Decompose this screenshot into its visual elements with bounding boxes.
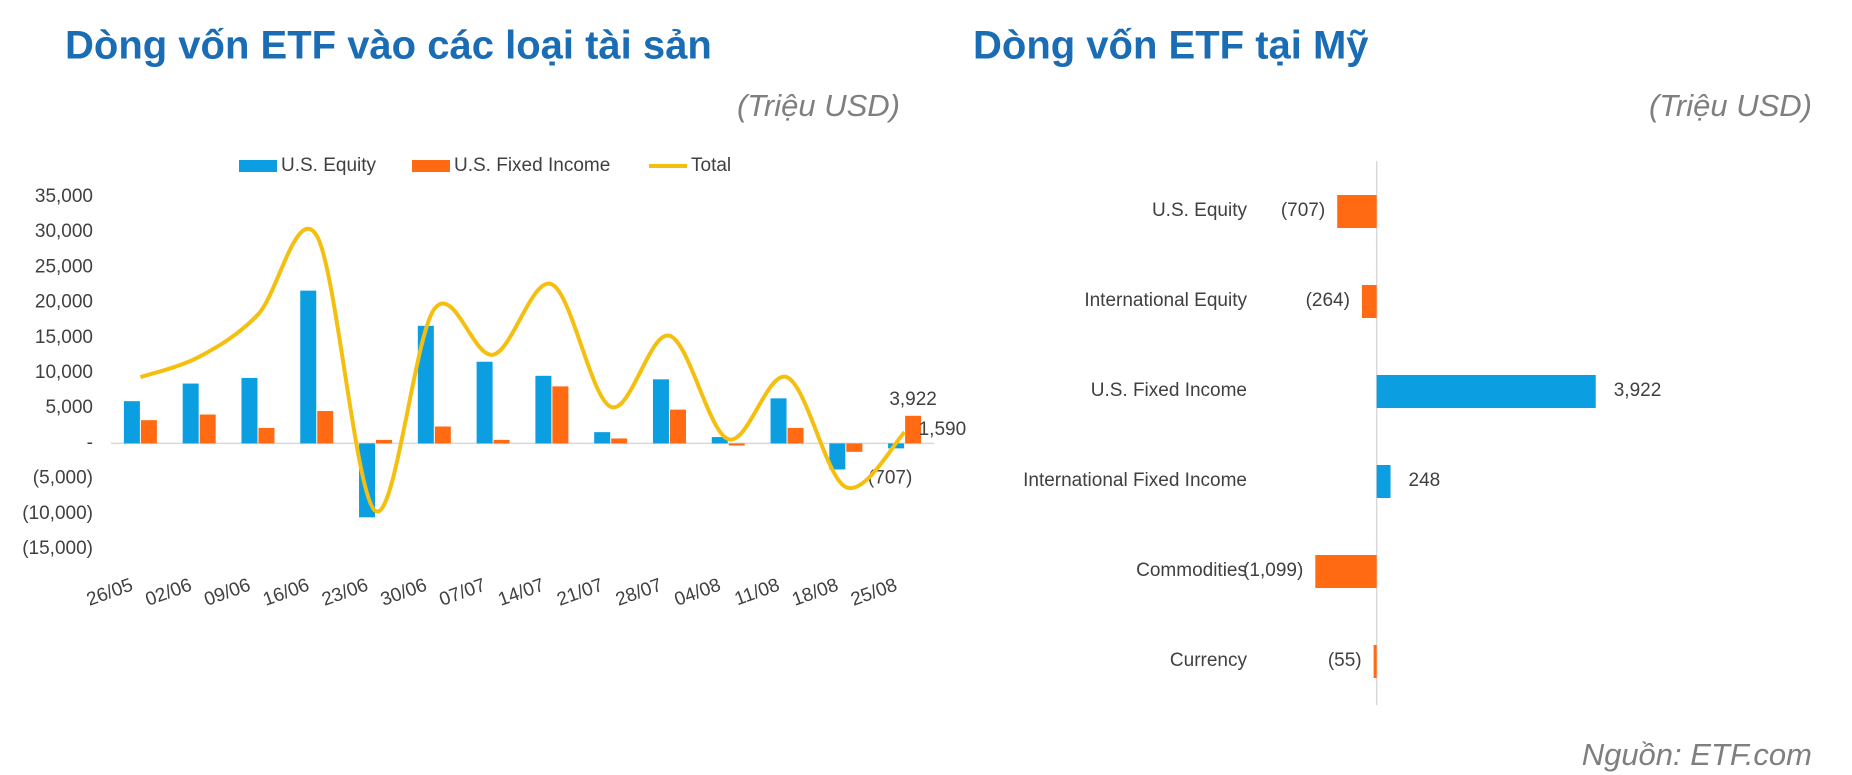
right-title: Dòng vốn ETF tại Mỹ xyxy=(973,24,1369,68)
bar xyxy=(376,439,393,444)
legend-label: U.S. Equity xyxy=(281,155,377,176)
bar xyxy=(1315,555,1377,588)
bar xyxy=(258,427,275,444)
y-tick-label: 5,000 xyxy=(45,397,93,418)
x-tick-label: 02/06 xyxy=(143,575,195,611)
bar xyxy=(476,361,493,444)
source: Nguồn: ETF.com xyxy=(1582,737,1812,772)
bar xyxy=(417,325,434,444)
bar xyxy=(787,427,804,444)
bar xyxy=(493,439,510,444)
x-tick-label: 18/08 xyxy=(789,575,841,611)
x-tick-label: 14/07 xyxy=(495,575,547,611)
bar xyxy=(1361,285,1377,318)
category-label: U.S. Equity xyxy=(1152,200,1248,221)
x-tick-label: 21/07 xyxy=(554,575,606,611)
category-label: International Fixed Income xyxy=(1023,470,1247,491)
category-label: Currency xyxy=(1170,650,1248,671)
bar xyxy=(182,383,199,444)
x-tick-label: 30/06 xyxy=(378,575,430,611)
category-label: Commodities xyxy=(1136,560,1247,581)
x-tick-label: 26/05 xyxy=(84,575,136,611)
right-unit: (Triệu USD) xyxy=(1649,88,1812,123)
category-label: U.S. Fixed Income xyxy=(1091,380,1247,401)
bar xyxy=(652,379,669,444)
bar xyxy=(552,386,569,444)
value-label: 1,590 xyxy=(919,419,967,440)
bar xyxy=(359,443,376,518)
bar xyxy=(829,443,846,470)
bar xyxy=(199,414,216,444)
y-tick-label: 25,000 xyxy=(35,256,93,277)
bar xyxy=(1376,465,1391,498)
bar xyxy=(434,426,451,444)
legend-swatch xyxy=(239,160,277,172)
bar xyxy=(728,443,745,446)
left-title: Dòng vốn ETF vào các loại tài sản xyxy=(65,24,712,68)
x-tick-label: 16/06 xyxy=(260,575,312,611)
value-label: 248 xyxy=(1409,470,1441,491)
line xyxy=(139,226,907,514)
bar xyxy=(669,409,686,444)
bar xyxy=(1376,375,1596,408)
bar xyxy=(1373,645,1377,678)
bar xyxy=(123,401,140,444)
value-label: (707) xyxy=(1281,200,1325,221)
y-tick-label: (5,000) xyxy=(33,468,93,489)
y-tick-label: - xyxy=(87,432,93,453)
bar xyxy=(611,438,628,444)
bar xyxy=(770,398,787,444)
category-label: International Equity xyxy=(1084,290,1247,311)
value-label: 3,922 xyxy=(889,389,937,410)
bar xyxy=(300,290,317,444)
x-tick-label: 11/08 xyxy=(732,575,783,611)
y-tick-label: 35,000 xyxy=(35,186,93,207)
x-tick-label: 28/07 xyxy=(613,575,665,611)
bar xyxy=(846,443,863,452)
y-tick-label: 30,000 xyxy=(35,221,93,242)
x-tick-label: 09/06 xyxy=(202,575,254,611)
bar xyxy=(140,420,157,444)
value-label: (1,099) xyxy=(1243,560,1303,581)
y-tick-label: 10,000 xyxy=(35,362,93,383)
y-tick-label: 15,000 xyxy=(35,327,93,348)
x-tick-label: 23/06 xyxy=(319,575,371,611)
legend-label: Total xyxy=(691,155,731,176)
value-label: (707) xyxy=(868,467,912,488)
bar xyxy=(1337,195,1377,228)
bar xyxy=(241,377,258,444)
bar xyxy=(317,411,334,444)
y-tick-label: (10,000) xyxy=(22,503,93,524)
x-tick-label: 04/08 xyxy=(672,575,724,611)
value-label: (264) xyxy=(1306,290,1350,311)
bar xyxy=(905,415,922,444)
y-tick-label: 20,000 xyxy=(35,292,93,313)
x-tick-label: 07/07 xyxy=(437,575,489,611)
left-unit: (Triệu USD) xyxy=(737,88,900,123)
value-label: (55) xyxy=(1328,650,1362,671)
legend-swatch xyxy=(412,160,450,172)
value-label: 3,922 xyxy=(1614,380,1662,401)
legend-label: U.S. Fixed Income xyxy=(454,155,610,176)
x-tick-label: 25/08 xyxy=(848,575,900,611)
bar xyxy=(711,437,728,444)
y-tick-label: (15,000) xyxy=(22,538,93,559)
bar xyxy=(594,432,611,444)
bar xyxy=(535,375,552,444)
